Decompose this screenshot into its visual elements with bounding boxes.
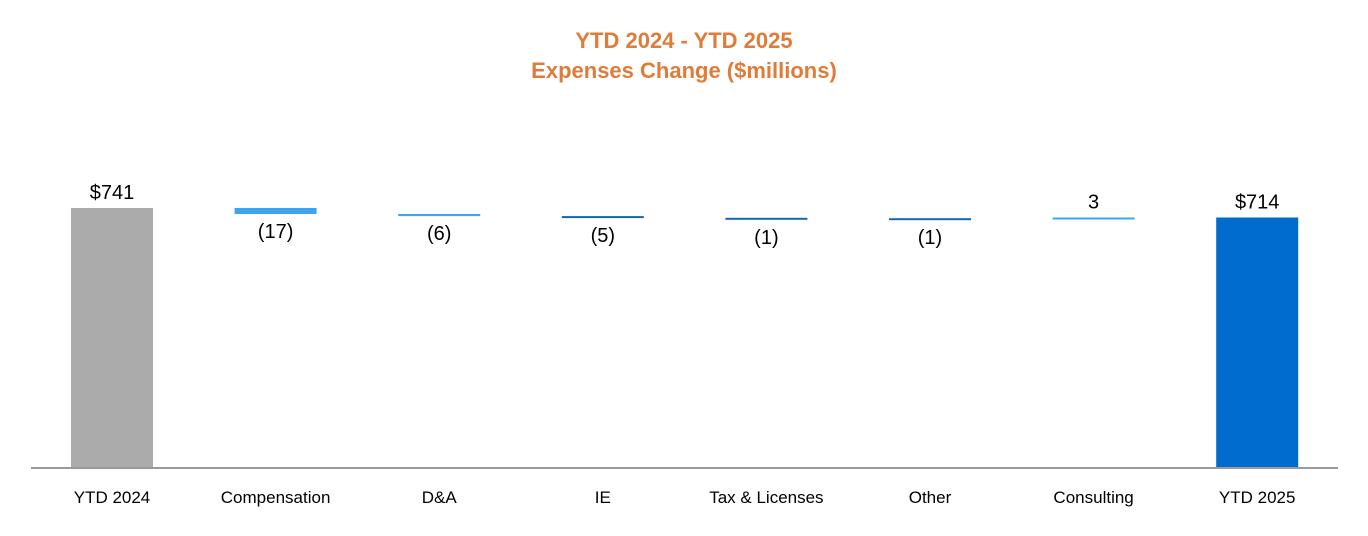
category-label-compensation: Compensation [221, 488, 331, 507]
category-label-danda: D&A [422, 488, 458, 507]
data-label-ytd-2025: $714 [1235, 192, 1280, 214]
bar-consulting [1052, 217, 1135, 220]
category-label-ytd-2025: YTD 2025 [1219, 488, 1296, 507]
bar-ie [561, 216, 644, 219]
data-label-compensation: (17) [258, 221, 294, 243]
data-label-ytd-2024: $741 [90, 182, 135, 204]
chart-title-line-1: YTD 2024 - YTD 2025 [575, 28, 792, 53]
bar-other [889, 218, 971, 221]
data-label-other: (1) [918, 227, 942, 249]
category-label-tax-and-licenses: Tax & Licenses [709, 488, 823, 507]
bar-ytd-2025 [1216, 217, 1299, 468]
bar-tax-and-licenses [725, 217, 808, 220]
bars-layer [71, 208, 1299, 468]
bar-compensation [234, 208, 317, 214]
bar-danda [398, 214, 481, 217]
category-labels-layer: YTD 2024 Compensation D&A IE Tax & Licenses O… [74, 488, 1296, 507]
bar-ytd-2024 [71, 208, 153, 468]
labels-layer: $741 (17) (6) (5) (1) (1) 3 $714 [90, 182, 1280, 249]
category-label-ytd-2024: YTD 2024 [74, 488, 151, 507]
data-label-ie: (5) [591, 225, 615, 247]
data-label-tax-and-licenses: (1) [754, 227, 778, 249]
category-label-consulting: Consulting [1053, 488, 1133, 507]
category-label-ie: IE [595, 488, 611, 507]
chart-title-line-2: Expenses Change ($millions) [531, 58, 837, 83]
data-label-consulting: 3 [1088, 192, 1099, 214]
category-label-other: Other [909, 488, 952, 507]
data-label-danda: (6) [427, 223, 451, 245]
